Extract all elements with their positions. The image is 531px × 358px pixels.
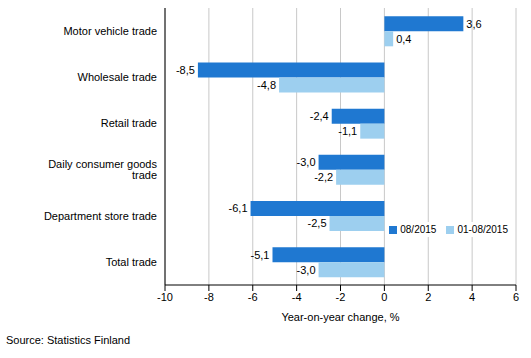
svg-text:Daily consumer goodstrade: Daily consumer goodstrade <box>48 158 157 181</box>
html-text:08/2015: 08/2015 <box>400 224 437 235</box>
svg-text:-1,1: -1,1 <box>338 125 357 137</box>
svg-text:-5,1: -5,1 <box>251 249 270 261</box>
html-text:Source: Statistics Finland: Source: Statistics Finland <box>6 334 131 346</box>
svg-text:-6,1: -6,1 <box>229 202 248 214</box>
svg-text:0: 0 <box>381 291 387 303</box>
svg-text:-2,5: -2,5 <box>308 217 327 229</box>
svg-text:-2,4: -2,4 <box>310 110 329 122</box>
svg-text:Department store trade: Department store trade <box>44 210 157 222</box>
svg-text:4: 4 <box>469 291 475 303</box>
svg-text:Year-on-year change, %: Year-on-year change, % <box>281 311 399 323</box>
html-text:01-08/2015: 01-08/2015 <box>457 224 508 235</box>
svg-text:Total trade: Total trade <box>106 256 157 268</box>
svg-text:3,6: 3,6 <box>466 18 481 30</box>
svg-text:-4,8: -4,8 <box>257 79 276 91</box>
svg-text:-8,5: -8,5 <box>176 64 195 76</box>
svg-text:-3,0: -3,0 <box>297 156 316 168</box>
svg-text:Retail trade: Retail trade <box>101 117 157 129</box>
svg-text:-10: -10 <box>157 291 173 303</box>
svg-text:Motor vehicle trade: Motor vehicle trade <box>63 25 157 37</box>
svg-text:0,4: 0,4 <box>396 33 411 45</box>
svg-text:-2,2: -2,2 <box>314 171 333 183</box>
svg-text:6: 6 <box>513 291 519 303</box>
svg-text:-8: -8 <box>204 291 214 303</box>
svg-text:-4: -4 <box>292 291 302 303</box>
svg-text:2: 2 <box>425 291 431 303</box>
svg-text:-3,0: -3,0 <box>297 264 316 276</box>
svg-text:Wholesale trade: Wholesale trade <box>78 71 158 83</box>
svg-text:-2: -2 <box>336 291 346 303</box>
svg-text:-6: -6 <box>248 291 258 303</box>
